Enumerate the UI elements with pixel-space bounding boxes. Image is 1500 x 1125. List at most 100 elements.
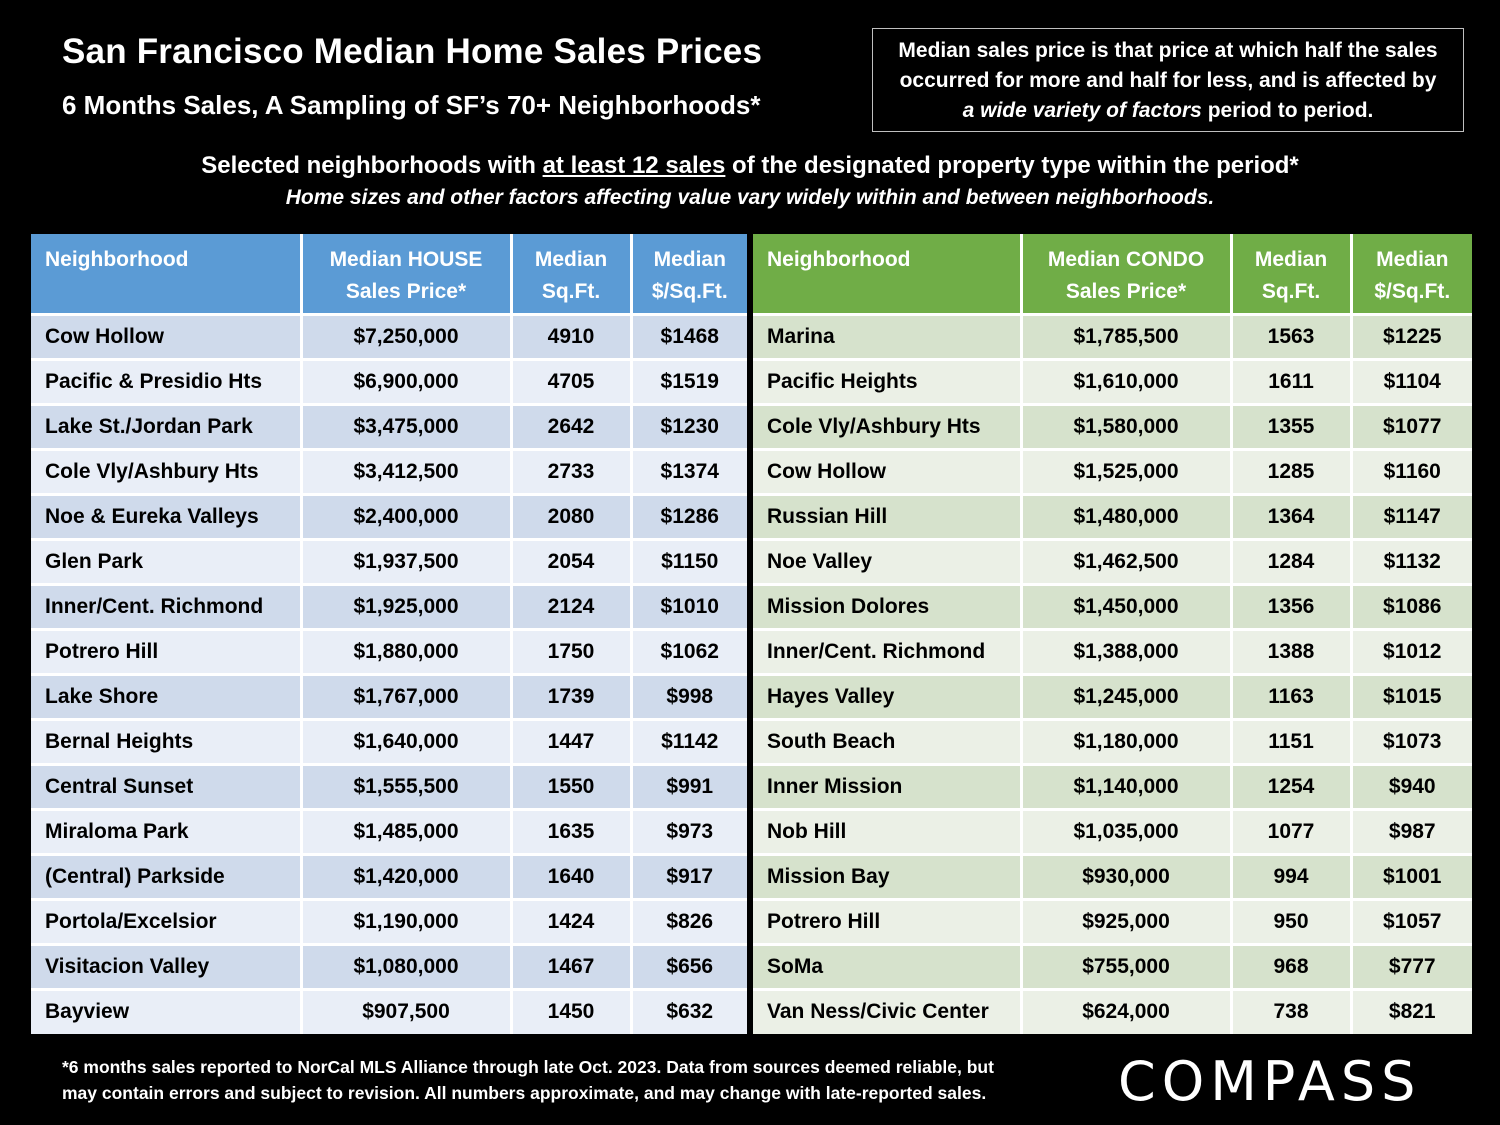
price-cell: $1,785,500 <box>1021 312 1233 359</box>
price-cell: $930,000 <box>1021 852 1233 899</box>
neighborhood-cell: Potrero Hill <box>753 897 1023 944</box>
price-per-sqft-cell: $973 <box>631 807 747 854</box>
note-line: occurred for more and half for less, and… <box>899 69 1437 92</box>
price-per-sqft-cell: $777 <box>1351 942 1472 989</box>
price-per-sqft-cell: $1160 <box>1351 447 1472 494</box>
price-cell: $1,925,000 <box>301 582 513 629</box>
table-row: Cole Vly/Ashbury Hts $1,580,000 1355 $1077 <box>753 402 1472 449</box>
sqft-cell: 1284 <box>1231 537 1353 584</box>
table-row: South Beach $1,180,000 1151 $1073 <box>753 717 1472 764</box>
sqft-cell: 1640 <box>511 852 633 899</box>
sqft-cell: 1356 <box>1231 582 1353 629</box>
sqft-cell: 1467 <box>511 942 633 989</box>
column-header-line: Median <box>1376 248 1449 271</box>
price-per-sqft-cell: $1010 <box>631 582 747 629</box>
sqft-cell: 738 <box>1231 987 1353 1034</box>
neighborhood-cell: Glen Park <box>31 537 303 584</box>
column-header-line: $/Sq.Ft. <box>1374 280 1451 303</box>
table-row: Pacific Heights $1,610,000 1611 $1104 <box>753 357 1472 404</box>
table-row: Potrero Hill $925,000 950 $1057 <box>753 897 1472 944</box>
sqft-cell: 968 <box>1231 942 1353 989</box>
page-subtitle: 6 Months Sales, A Sampling of SF’s 70+ N… <box>62 90 761 120</box>
price-per-sqft-cell: $1015 <box>1351 672 1472 719</box>
neighborhood-cell: Inner/Cent. Richmond <box>31 582 303 629</box>
column-header: Neighborhood <box>31 234 303 314</box>
price-cell: $1,555,500 <box>301 762 513 809</box>
sqft-cell: 1151 <box>1231 717 1353 764</box>
neighborhood-cell: Bayview <box>31 987 303 1034</box>
table-row: Van Ness/Civic Center $624,000 738 $821 <box>753 987 1472 1034</box>
price-per-sqft-cell: $1225 <box>1351 312 1472 359</box>
price-per-sqft-cell: $1374 <box>631 447 747 494</box>
price-cell: $1,880,000 <box>301 627 513 674</box>
price-per-sqft-cell: $1077 <box>1351 402 1472 449</box>
price-cell: $1,190,000 <box>301 897 513 944</box>
price-per-sqft-cell: $1057 <box>1351 897 1472 944</box>
table-row: Inner Mission $1,140,000 1254 $940 <box>753 762 1472 809</box>
neighborhood-cell: Pacific & Presidio Hts <box>31 357 303 404</box>
column-header-line: Neighborhood <box>767 248 911 271</box>
sqft-cell: 1750 <box>511 627 633 674</box>
sqft-cell: 2080 <box>511 492 633 539</box>
price-cell: $2,400,000 <box>301 492 513 539</box>
neighborhood-cell: Inner/Cent. Richmond <box>753 627 1023 674</box>
price-cell: $1,485,000 <box>301 807 513 854</box>
neighborhood-cell: Inner Mission <box>753 762 1023 809</box>
footnote-line: may contain errors and subject to revisi… <box>62 1083 987 1103</box>
sqft-cell: 994 <box>1231 852 1353 899</box>
neighborhood-cell: Portola/Excelsior <box>31 897 303 944</box>
criteria-pre: Selected neighborhoods with <box>201 152 543 179</box>
sqft-cell: 1424 <box>511 897 633 944</box>
price-per-sqft-cell: $1132 <box>1351 537 1472 584</box>
table-row: (Central) Parkside $1,420,000 1640 $917 <box>31 852 747 899</box>
table-header-row: Neighborhood Median CONDO Sales Price* Medi… <box>753 234 1472 314</box>
note-end: period to period. <box>1201 99 1374 122</box>
sqft-cell: 1355 <box>1231 402 1353 449</box>
price-cell: $907,500 <box>301 987 513 1034</box>
neighborhood-cell: Cole Vly/Ashbury Hts <box>753 402 1023 449</box>
price-cell: $1,420,000 <box>301 852 513 899</box>
sqft-cell: 1450 <box>511 987 633 1034</box>
criteria-underlined: at least 12 sales <box>542 152 726 179</box>
neighborhood-cell: (Central) Parkside <box>31 852 303 899</box>
price-per-sqft-cell: $656 <box>631 942 747 989</box>
price-cell: $7,250,000 <box>301 312 513 359</box>
neighborhood-cell: Cow Hollow <box>31 312 303 359</box>
neighborhood-cell: Nob Hill <box>753 807 1023 854</box>
neighborhood-cell: Cow Hollow <box>753 447 1023 494</box>
price-cell: $1,480,000 <box>1021 492 1233 539</box>
column-header-line: Sq.Ft. <box>1261 280 1321 303</box>
column-header-line: Median <box>534 248 608 271</box>
neighborhood-cell: Cole Vly/Ashbury Hts <box>31 447 303 494</box>
sqft-cell: 2124 <box>511 582 633 629</box>
column-header-line: Neighborhood <box>45 248 189 271</box>
footnote: *6 months sales reported to NorCal MLS A… <box>62 1054 1122 1106</box>
price-cell: $1,525,000 <box>1021 447 1233 494</box>
table-row: Cow Hollow $1,525,000 1285 $1160 <box>753 447 1472 494</box>
footnote-line: *6 months sales reported to NorCal MLS A… <box>62 1057 994 1077</box>
price-per-sqft-cell: $940 <box>1351 762 1472 809</box>
table-row: Cole Vly/Ashbury Hts $3,412,500 2733 $1374 <box>31 447 747 494</box>
table-row: Russian Hill $1,480,000 1364 $1147 <box>753 492 1472 539</box>
price-per-sqft-cell: $1073 <box>1351 717 1472 764</box>
column-header: Median CONDO Sales Price* <box>1021 234 1233 314</box>
price-cell: $3,475,000 <box>301 402 513 449</box>
table-row: Marina $1,785,500 1563 $1225 <box>753 312 1472 359</box>
neighborhood-cell: Miraloma Park <box>31 807 303 854</box>
price-cell: $1,580,000 <box>1021 402 1233 449</box>
table-row: Bayview $907,500 1450 $632 <box>31 987 747 1034</box>
neighborhood-cell: Central Sunset <box>31 762 303 809</box>
sqft-cell: 1550 <box>511 762 633 809</box>
note-italic: a wide variety of factors <box>962 99 1202 122</box>
column-header-line: Median HOUSE <box>329 248 483 271</box>
sqft-cell: 1285 <box>1231 447 1353 494</box>
price-per-sqft-cell: $826 <box>631 897 747 944</box>
sqft-cell: 1077 <box>1231 807 1353 854</box>
price-cell: $1,245,000 <box>1021 672 1233 719</box>
sqft-cell: 2733 <box>511 447 633 494</box>
price-per-sqft-cell: $1230 <box>631 402 747 449</box>
column-header-line: Median <box>653 248 726 271</box>
price-cell: $6,900,000 <box>301 357 513 404</box>
page-title: San Francisco Median Home Sales Prices <box>62 32 763 71</box>
column-header: Neighborhood <box>753 234 1023 314</box>
